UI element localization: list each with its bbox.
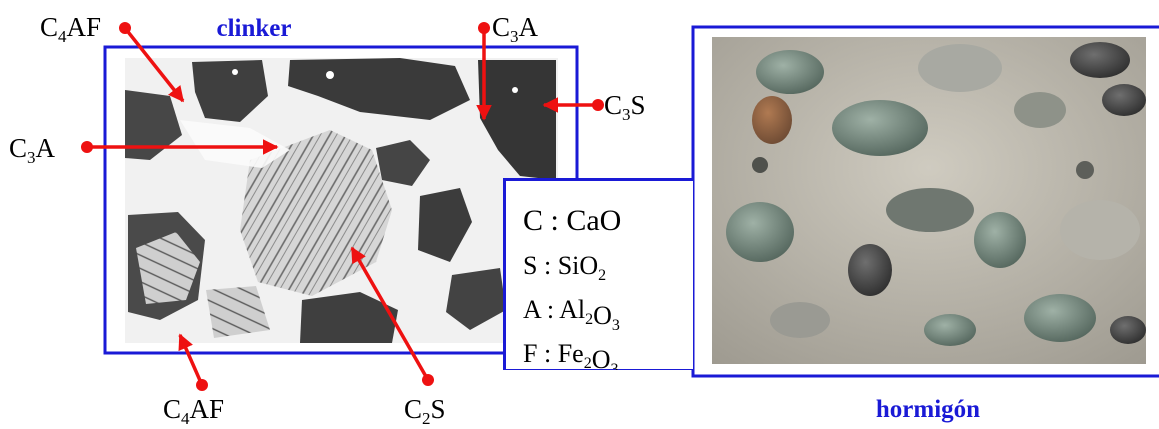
label-c4af-top: C4AF (40, 12, 101, 46)
concrete-panel: hormigón (691, 25, 1159, 423)
arrow-dot-c2s-bottom (422, 374, 434, 386)
legend-row-f: F : Fe2O3 (523, 339, 618, 378)
arrow-dot-c3a-left (81, 141, 93, 153)
concrete-photo-image (712, 37, 1146, 364)
clinker-title: clinker (217, 15, 292, 42)
concrete-title: hormigón (876, 396, 980, 423)
label-c3s-right: C3S (604, 90, 646, 124)
legend-row-s: S : SiO2 (523, 251, 606, 284)
arrow-c4af-top (123, 26, 185, 103)
notation-legend: C : CaO S : SiO2 A : Al2O3 F : Fe2O3 (503, 178, 693, 378)
arrow-dot-c3s-right (592, 99, 604, 111)
label-c4af-bottom: C4AF (163, 394, 224, 428)
label-c3a-top: C3A (492, 12, 539, 46)
clinker-panel: clinker (103, 15, 579, 355)
arrow-dot-c4af-bottom (196, 379, 208, 391)
clinker-micrograph-image (125, 58, 558, 343)
label-c2s-bottom: C2S (404, 394, 446, 428)
phase-arrows (81, 22, 604, 391)
arrow-dot-c4af-top (119, 22, 131, 34)
label-c3a-left: C3A (9, 133, 56, 167)
legend-row-c: C : CaO (523, 204, 621, 237)
arrow-dot-c3a-top (478, 22, 490, 34)
arrow-c2s-bottom (350, 246, 430, 381)
arrow-c4af-bottom (178, 333, 204, 386)
phase-labels: C4AF C3A C3S C3A C4AF C2S (9, 12, 646, 428)
legend-row-a: A : Al2O3 (523, 295, 620, 334)
